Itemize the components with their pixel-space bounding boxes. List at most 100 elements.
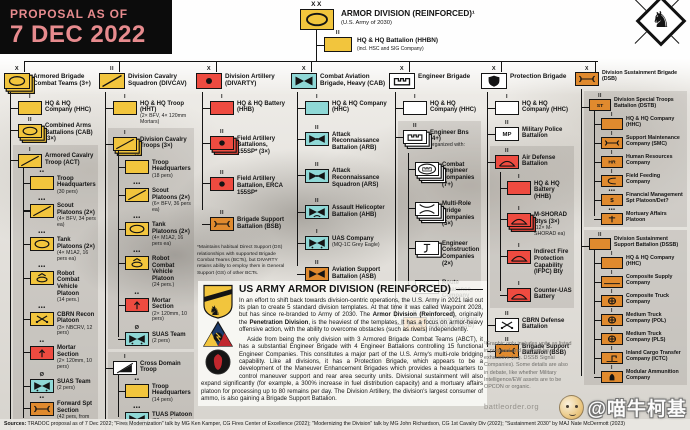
unit-label: Composite Truck Company: [626, 293, 669, 305]
unit-label: Engineer Bns (4+): [430, 129, 469, 143]
echelon-label: II: [598, 93, 602, 99]
org-chart-unit: I HQ & HQ Troop (HHT) (2× BFV, 4× 120mm Mo…: [105, 94, 194, 126]
org-chart-unit: II MP Military Police Battalion: [487, 120, 574, 141]
echelon-label: I: [611, 270, 613, 276]
echelon-label: •••: [133, 181, 141, 188]
artillery-symbol: [210, 136, 234, 150]
aviation-attack-symbol: [305, 168, 329, 183]
unit-group: I Armored Cavalry Troop (ACT) •• Troop Head…: [10, 144, 98, 430]
echelon-label: I: [123, 130, 127, 137]
unit-label: Division Cavalry Squadron (DIVCAV): [128, 72, 187, 87]
echelon-label: II: [504, 311, 510, 318]
panel-title: US ARMY ARMOR DIVISION (REINFORCED): [239, 284, 451, 295]
mortar-symbol: [30, 345, 54, 360]
org-chart-unit: I Counter-UAS Battery: [500, 281, 572, 303]
org-chart-unit: •• Troop Headquarters (14 pers): [118, 377, 192, 403]
unit-label-block: Combat Aviation Brigade, Heavy (CAB): [320, 66, 388, 87]
unit-label: Multi-Role Bridge Companies (5×): [442, 201, 475, 228]
echelon-label: I: [28, 146, 32, 153]
unit-label-block: CBRN Recon Platoon (3× NBCRV, 12 pers): [57, 305, 96, 337]
unit-label-block: Support Maintenance Company (SMC): [626, 131, 685, 148]
unit-label-block: HQ & HQ Battery (HHB): [237, 94, 289, 114]
unit-label-block: UAS Company (MQ-1C Grey Eagle): [332, 229, 380, 249]
unit-label-block: Assault Helicopter Battalion (AHB): [332, 198, 388, 218]
echelon-label: •••: [38, 230, 46, 237]
airdef-symbol: [507, 212, 531, 227]
truck-symbol: [601, 295, 623, 307]
svg-text:ST: ST: [597, 103, 604, 109]
org-chart-unit: •• Mortar Section (2× 120mm, 10 pers): [118, 291, 192, 323]
org-chart-unit: I Field Feeding Company: [594, 169, 685, 187]
rcv-symbol: [30, 271, 54, 286]
echelon-label: I: [123, 354, 127, 361]
echelon-label: I: [123, 94, 127, 100]
panel-text-segment: Penetration Division: [249, 319, 309, 326]
org-chart-unit: Multi-Role Bridge Companies (5×): [408, 195, 479, 228]
unit-label-block: Troop Headquarters (18 pers): [152, 153, 192, 179]
engineer-symbol: [403, 130, 427, 144]
echelon-label: I: [505, 94, 509, 100]
bridge-symbol: [415, 201, 439, 216]
plain-white-symbol: [403, 101, 427, 115]
unit-sub-label: organized with:: [430, 142, 465, 149]
unit-label: Human Resources Company: [626, 154, 673, 166]
unit-label: Aviation Support Battalion (ASB): [332, 266, 381, 280]
org-chart-unit: X Division Sustainment Brigade (DSB): [575, 66, 687, 86]
unit-label-block: HQ & HQ Company (HHC): [626, 251, 685, 268]
org-chart-unit: I Modular Ammunition Company: [594, 365, 685, 383]
echelon-label: •••: [608, 188, 616, 194]
echelon-label: II: [27, 116, 33, 123]
unit-label-block: Composite Truck Company: [626, 289, 685, 306]
cbrn-recon-symbol: [30, 312, 54, 327]
org-chart-unit: II Brigade Support Battalion (BSB): [487, 337, 574, 359]
echelon-label: II: [314, 125, 320, 131]
org-chart-unit: II Brigade Support Battalion (BSB): [202, 210, 289, 232]
column-abct: X Armored Brigade Combat Teams (3+) I HQ & …: [4, 60, 98, 430]
unit-label-block: Field Artillery Battalions, 155SP* (3×): [237, 129, 289, 156]
unit-label-block: Multi-Role Bridge Companies (5×): [442, 195, 479, 228]
panel-text-segment: , is the heaviest of the templates. It h…: [239, 319, 484, 333]
echelon-label: •••: [133, 215, 141, 222]
unit-label: UAS Company: [332, 235, 374, 242]
svg-text:$: $: [610, 198, 614, 204]
org-chart-unit: II Field Artillery Battalions, 155SP* (3×…: [202, 129, 289, 156]
engineer-oval-symbol: [415, 162, 439, 177]
echelon-label: II: [412, 123, 418, 129]
org-chart-unit: I UAS Company (MQ-1C Grey Eagle): [297, 229, 388, 251]
org-chart-unit: II Division Cavalry Squadron (DIVCAV): [99, 66, 194, 89]
hhbn-sub-label: (incl. HSC and SIG Company): [357, 45, 424, 52]
org-chart-unit: •• Troop Headquarters (30 pers): [23, 169, 96, 195]
unit-group: II ST Division Special Troops Battalion (D…: [581, 91, 687, 227]
sustain-symbol: [30, 401, 54, 416]
echelon-label: ••: [39, 338, 45, 345]
echelon-label: II: [314, 198, 320, 205]
unit-label-block: Engineer Bns (4+) organized with:: [430, 123, 479, 149]
unit-label-block: SUAS Team (2 pers): [152, 325, 186, 345]
echelon-label: I: [28, 94, 32, 100]
unit-group: II Air Defense Battalion I HQ & HQ Battery …: [487, 146, 574, 309]
unit-label-block: Military Police Battalion: [522, 120, 574, 140]
watermark-text: @喵牛柯基: [587, 399, 687, 420]
echelon-label: ••: [39, 169, 45, 176]
unit-label: Medium Truck Company (PLS): [626, 331, 666, 343]
org-chart-unit: II Combined Arms Battalions (CAB) (3×): [10, 116, 98, 144]
org-chart-unit: I Composite Supply Company: [594, 270, 685, 288]
uas-symbol: [305, 236, 329, 251]
echelon-label: [415, 195, 439, 202]
echelon-label: II: [219, 210, 225, 217]
echelon-label: I: [517, 281, 521, 288]
unit-label: Protection Brigade: [510, 72, 567, 80]
org-chart-unit: Ø SUAS Team (2 pers): [118, 325, 192, 347]
sustain-symbol: [210, 217, 234, 232]
org-chart-unit: X Combat Aviation Brigade, Heavy (CAB): [291, 66, 388, 89]
unit-label-block: Armored Cavalry Troop (ACT): [45, 147, 96, 167]
battleorder-site-label: battleorder.org: [484, 402, 539, 411]
unit-label-block: Armored Brigade Combat Teams (3+): [33, 66, 98, 87]
unit-label-block: HQ & HQ Company (HHC): [626, 112, 685, 129]
plain-teal-symbol: [305, 101, 329, 115]
echelon-label: I: [611, 327, 613, 333]
unit-label-block: Troop Headquarters (14 pers): [152, 377, 192, 403]
org-chart-unit: Ø SUAS Team (2 pers): [23, 372, 96, 394]
org-chart-unit: ••• $ Financial Management Spt Platoon/Det…: [594, 188, 685, 206]
uas-symbol: [125, 332, 149, 347]
